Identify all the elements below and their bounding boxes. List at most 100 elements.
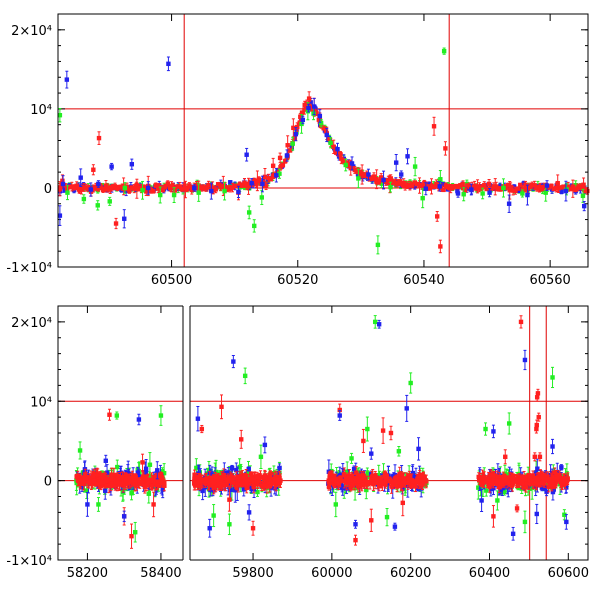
green-point [441,48,447,54]
green-point [438,177,443,182]
blue-point [423,186,429,191]
blue-point [300,117,306,123]
red-point [110,184,115,190]
red-point [144,189,149,194]
green-point [246,470,251,476]
red-point [434,181,439,187]
red-point [104,478,110,483]
red-point [283,158,288,164]
red-point [352,167,357,173]
red-point [165,181,170,186]
red-point [254,479,259,485]
x-tick-label: 60500 [151,273,192,288]
blue-point [563,188,569,194]
red-point [581,182,586,187]
red-point [393,180,398,185]
red-point [376,179,381,185]
red-point [229,477,234,482]
blue-point [135,470,141,475]
red-point [388,176,393,181]
red-point [295,124,300,130]
blue-point [228,180,233,185]
red-point [537,184,543,190]
red-point [302,102,307,108]
green-point [81,196,87,202]
red-point [263,183,269,189]
red-point [247,181,252,186]
blue-point [544,183,550,188]
red-point [232,183,238,189]
red-point [348,165,353,171]
y-tick-label: -1×10⁴ [6,554,52,569]
red-point [402,184,408,189]
red-point [109,477,114,482]
red-point [551,186,557,192]
blue-point [79,484,85,490]
red-point [222,482,227,487]
red-point [568,186,573,192]
red-point [105,185,111,191]
red-point [238,474,244,480]
red-point [450,185,456,190]
red-point [98,184,103,189]
red-point [57,186,63,191]
red-point [72,185,77,190]
blue-point [381,177,386,183]
blue-point [166,61,171,67]
red-point [149,475,154,481]
x-tick-label: 60200 [390,566,431,581]
red-point [299,110,305,115]
blue-point [487,190,492,195]
red-point [115,473,121,479]
blue-point [192,185,197,191]
blue-point [78,175,83,180]
red-point [426,186,432,191]
red-point [204,476,209,481]
red-point [335,151,341,157]
red-point [573,187,578,192]
blue-point [109,164,114,169]
green-point [543,190,548,195]
red-point [112,482,118,488]
red-point [231,480,236,486]
y-tick-label: 10⁴ [30,103,52,118]
red-point [123,482,128,487]
red-point [262,482,267,488]
red-point [264,484,270,489]
red-point [134,186,140,191]
red-point [259,483,264,489]
blue-point [277,465,282,471]
red-point [270,163,276,168]
red-point [278,478,283,483]
red-point [357,169,362,175]
red-point [343,160,348,165]
red-point [278,165,283,170]
blue-point [234,467,239,473]
red-point [534,186,540,191]
red-point [465,183,470,188]
red-point [93,481,98,487]
red-point [455,184,461,190]
green-point [194,465,199,471]
red-point [243,481,249,486]
red-point [395,181,401,186]
green-point [290,141,295,146]
green-point [356,470,362,475]
red-point [187,183,192,188]
green-point [311,111,316,116]
red-point [374,177,379,182]
blue-point [469,187,474,192]
top-panel-frame [57,13,589,268]
red-point [103,183,109,188]
x-tick-label: 60560 [529,273,570,288]
red-point [570,186,576,191]
blue-point [249,180,254,186]
red-point [81,185,87,190]
red-point [153,183,158,188]
red-point [306,96,312,101]
red-point [266,175,271,181]
y-tick-label: 0 [44,475,52,490]
red-point [160,187,166,193]
red-point [127,479,132,484]
red-point [378,175,384,180]
